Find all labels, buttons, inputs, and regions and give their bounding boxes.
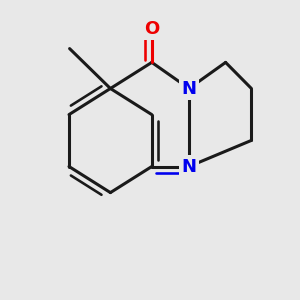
Text: O: O [144,20,159,38]
Text: N: N [182,158,196,175]
Text: N: N [182,80,196,98]
